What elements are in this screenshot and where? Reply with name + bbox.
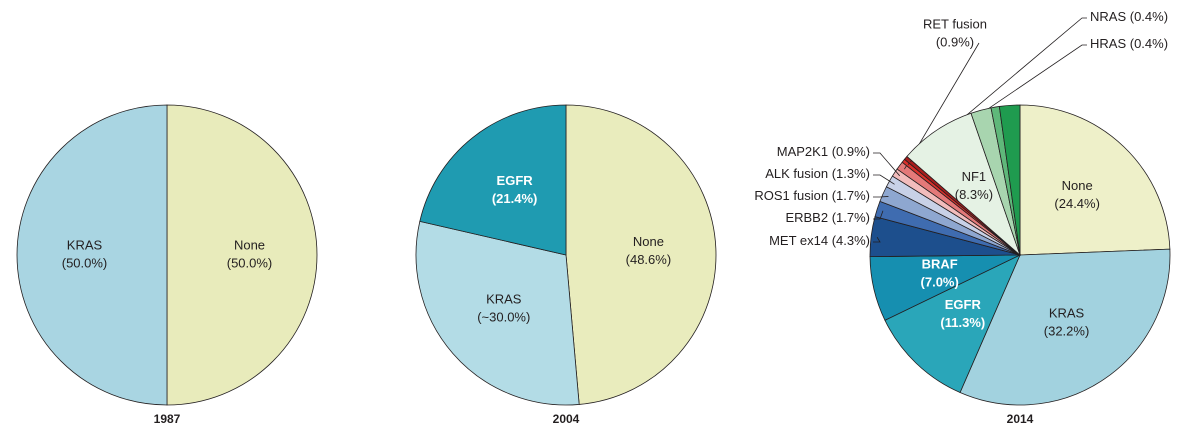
slice-name: NRAS <box>1090 9 1126 24</box>
slice-value-label: (50.0%) <box>62 255 108 270</box>
slice-label: ROS1 fusion (1.7%) <box>754 188 870 203</box>
slice-label: MAP2K1 (0.9%) <box>777 144 870 159</box>
slice-label: KRAS <box>67 237 103 252</box>
slice-label: EGFR <box>497 173 534 188</box>
slice-name: ERBB2 <box>785 210 828 225</box>
slice-label: KRAS <box>1049 306 1085 321</box>
slice-value-label: (1.7%) <box>832 188 870 203</box>
slice-value-label: (24.4%) <box>1054 196 1100 211</box>
slice-label: HRAS (0.4%) <box>1090 36 1168 51</box>
leader-line <box>873 152 901 177</box>
leader-line <box>873 196 889 198</box>
slice-name: MAP2K1 <box>777 144 828 159</box>
slice-label: None <box>1062 178 1093 193</box>
slice-name: HRAS <box>1090 36 1126 51</box>
slice-value-label: (1.3%) <box>832 166 870 181</box>
pie-slice <box>419 104 567 256</box>
slice-value-label: (8.3%) <box>955 187 993 202</box>
slice-value-label: (0.9%) <box>832 144 870 159</box>
pie-slice <box>884 254 1021 394</box>
leader-line <box>873 210 884 220</box>
leader-line <box>873 236 881 243</box>
slice-label: ERBB2 (1.7%) <box>785 210 870 225</box>
slice-label: ALK fusion (1.3%) <box>765 166 870 181</box>
slice-value-label: (50.0%) <box>227 255 273 270</box>
pie-slice <box>998 104 1021 256</box>
slice-name: MET ex14 <box>769 233 828 248</box>
slice-name: ROS1 fusion <box>754 188 828 203</box>
slice-value-label: (11.3%) <box>940 315 985 330</box>
slice-value-label: (32.2%) <box>1044 324 1090 339</box>
slice-value-label: (0.4%) <box>1130 36 1168 51</box>
slice-label: RET fusion <box>923 16 987 31</box>
slice-value-label: (4.3%) <box>832 233 870 248</box>
slice-value-label: (0.4%) <box>1130 9 1168 24</box>
slice-value-label: (21.4%) <box>492 191 538 206</box>
slice-label: None <box>633 234 664 249</box>
slice-label: MET ex14 (4.3%) <box>769 233 870 248</box>
slice-value-label: (48.6%) <box>626 252 672 267</box>
slice-label: None <box>234 237 265 252</box>
pie-slice <box>16 104 168 406</box>
slice-label: NF1 <box>962 169 987 184</box>
pie-slice <box>1019 104 1171 256</box>
pie-slice <box>565 104 717 405</box>
slice-label: NRAS (0.4%) <box>1090 9 1168 24</box>
slice-label: BRAF <box>922 256 958 271</box>
chart-title: 1987 <box>154 412 181 426</box>
pie-slice <box>415 220 580 406</box>
slice-value-label: (~30.0%) <box>477 310 530 325</box>
slice-value-label: (0.9%) <box>936 34 974 49</box>
chart-title: 2004 <box>553 412 580 426</box>
slice-value-label: (1.7%) <box>832 210 870 225</box>
pie-slice <box>959 248 1171 406</box>
leader-line <box>873 174 895 185</box>
pie-slice <box>166 104 318 406</box>
slice-value-label: (7.0%) <box>921 274 959 289</box>
chart-title: 2014 <box>1007 412 1034 426</box>
slice-name: ALK fusion <box>765 166 828 181</box>
slice-label: EGFR <box>945 297 982 312</box>
slice-label: KRAS <box>486 292 522 307</box>
